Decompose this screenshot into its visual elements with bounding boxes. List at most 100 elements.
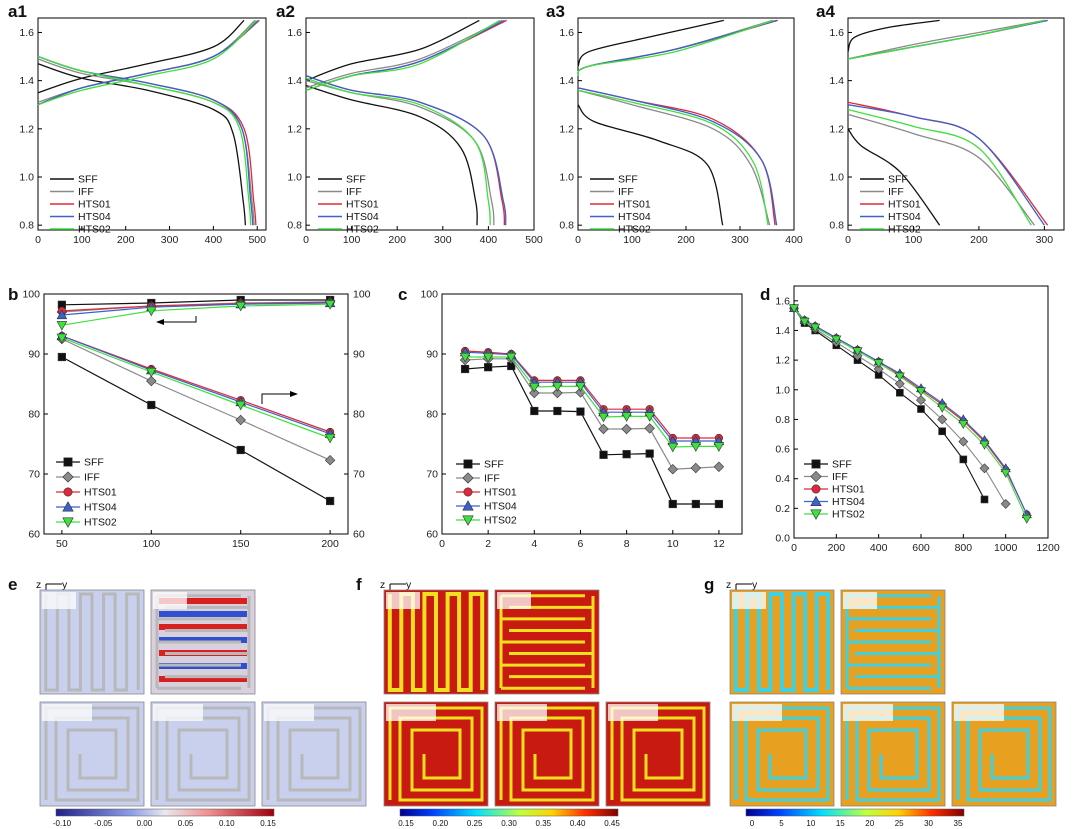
arrow-to-left-axis bbox=[160, 316, 197, 323]
data-point bbox=[236, 445, 245, 455]
x-tick-label: 8 bbox=[624, 538, 630, 550]
x-tick-label: 2 bbox=[485, 538, 491, 550]
colorbar-tick: 10 bbox=[806, 819, 815, 828]
legend-label-iff: IFF bbox=[888, 186, 904, 198]
y-tick-label: 80 bbox=[28, 409, 40, 421]
data-point bbox=[645, 449, 654, 458]
tag-backdrop bbox=[264, 704, 314, 721]
legend-label-hts04: HTS04 bbox=[78, 211, 111, 223]
legend-label-iff: IFF bbox=[346, 186, 362, 198]
data-point bbox=[552, 387, 563, 399]
data-point bbox=[1000, 468, 1011, 478]
legend-label-sff: SFF bbox=[832, 459, 852, 471]
y-tick-label: 1.2 bbox=[829, 123, 844, 135]
y-tick-label: 0.2 bbox=[775, 503, 790, 515]
data-point bbox=[979, 440, 990, 450]
y-tick-label: 1.0 bbox=[287, 172, 302, 184]
line-hts04 bbox=[793, 307, 1028, 515]
data-point bbox=[831, 335, 842, 345]
y-tick-label: 90 bbox=[426, 349, 438, 361]
data-point bbox=[63, 487, 73, 497]
legend-label-hts01: HTS01 bbox=[888, 199, 921, 211]
x-tick-label: 0 bbox=[439, 538, 445, 550]
panel-a2-group: a2 0 100 200 300 400 500 0.8 1.0 1.2 1.4 1.6 SFFIFF… bbox=[276, 2, 543, 246]
data-point bbox=[459, 352, 471, 363]
field-maps-group: e f g zyx-0.10-0.050.000.050.100.15zyx0.… bbox=[8, 575, 1057, 828]
y-tick-label: 70 bbox=[28, 469, 40, 481]
y-tick-label: 1.6 bbox=[287, 27, 302, 39]
colorbar-tick: 20 bbox=[865, 819, 874, 828]
data-point bbox=[958, 420, 969, 430]
data-point bbox=[668, 499, 677, 509]
data-point bbox=[917, 405, 925, 413]
data-point bbox=[621, 412, 632, 422]
legend-label-hts04: HTS04 bbox=[832, 496, 865, 508]
colorbar-tick: 35 bbox=[954, 819, 963, 828]
y-tick-label: 0.8 bbox=[559, 220, 574, 232]
curve-hts02-discharge bbox=[305, 77, 491, 226]
data-point bbox=[811, 459, 821, 469]
panel-label-a4: a4 bbox=[816, 2, 835, 21]
legend-label-sff: SFF bbox=[78, 174, 98, 186]
line-coulombic-hts01 bbox=[61, 301, 331, 312]
data-point bbox=[799, 317, 810, 327]
data-point bbox=[529, 387, 540, 399]
colorbar-tick: 0.35 bbox=[536, 819, 552, 828]
data-point bbox=[146, 375, 157, 387]
panel-d-group: d 0 200 400 600 800 1000 1200 0.0 0.2 0.4 0.6 0.8 1.… bbox=[760, 285, 1060, 554]
colorbar bbox=[55, 808, 275, 817]
data-point bbox=[714, 499, 724, 509]
x-tick-label: 400 bbox=[480, 234, 498, 246]
data-point bbox=[552, 382, 563, 392]
y-tick-label: 0.6 bbox=[775, 444, 790, 456]
legend-label-sff: SFF bbox=[84, 457, 104, 469]
curve-hts01-charge bbox=[37, 19, 260, 106]
flow-channel bbox=[44, 592, 140, 692]
right-tick-label: 60 bbox=[353, 529, 365, 541]
data-point bbox=[462, 472, 474, 484]
data-point bbox=[644, 423, 655, 434]
line-coulombic-hts02 bbox=[61, 303, 331, 326]
y-tick-label: 1.0 bbox=[775, 384, 790, 396]
curve-sff-discharge bbox=[577, 104, 724, 226]
flow-channel bbox=[734, 706, 830, 802]
axis-label-z: z bbox=[36, 579, 41, 591]
flow-channel bbox=[387, 592, 485, 692]
data-point bbox=[62, 517, 74, 528]
legend-label-hts04: HTS04 bbox=[484, 501, 517, 513]
colorbar-tick: 0.15 bbox=[398, 819, 414, 828]
legend-label-hts01: HTS01 bbox=[832, 484, 865, 496]
panel-label-a3: a3 bbox=[546, 2, 565, 21]
y-tick-label: 0.8 bbox=[19, 220, 34, 232]
colorbar-tick: 0.05 bbox=[178, 819, 194, 828]
colorbar bbox=[745, 808, 965, 817]
tag-backdrop bbox=[153, 592, 187, 609]
line-iff bbox=[465, 358, 719, 470]
axis-label-z: z bbox=[380, 579, 385, 591]
curve-hts04-discharge bbox=[847, 104, 1045, 226]
panel-a4-group: a4 0 100 200 3000.81.01.21.41.6SFFIFFHTS01H… bbox=[816, 2, 1065, 246]
data-point bbox=[235, 414, 246, 426]
y-tick-label: 1.0 bbox=[829, 172, 844, 184]
data-point bbox=[553, 406, 562, 416]
data-point bbox=[145, 367, 157, 378]
data-point bbox=[324, 300, 336, 310]
data-point bbox=[667, 442, 679, 453]
curve-sff-discharge bbox=[847, 128, 941, 226]
data-point bbox=[691, 499, 700, 509]
tag-backdrop bbox=[843, 704, 893, 721]
data-point bbox=[873, 364, 884, 374]
data-point bbox=[810, 323, 821, 333]
right-tick-label: 80 bbox=[353, 409, 365, 421]
x-tick-label: 10 bbox=[667, 538, 679, 550]
legend-label-hts02: HTS02 bbox=[888, 224, 921, 236]
curve-sff-discharge bbox=[305, 84, 478, 226]
tag-backdrop bbox=[386, 592, 420, 609]
legend-label-hts02: HTS02 bbox=[84, 517, 117, 529]
data-point bbox=[147, 400, 156, 410]
x-tick-label: 500 bbox=[525, 234, 543, 246]
y-tick-label: 1.6 bbox=[829, 27, 844, 39]
data-point bbox=[324, 433, 336, 444]
data-point bbox=[979, 463, 990, 474]
